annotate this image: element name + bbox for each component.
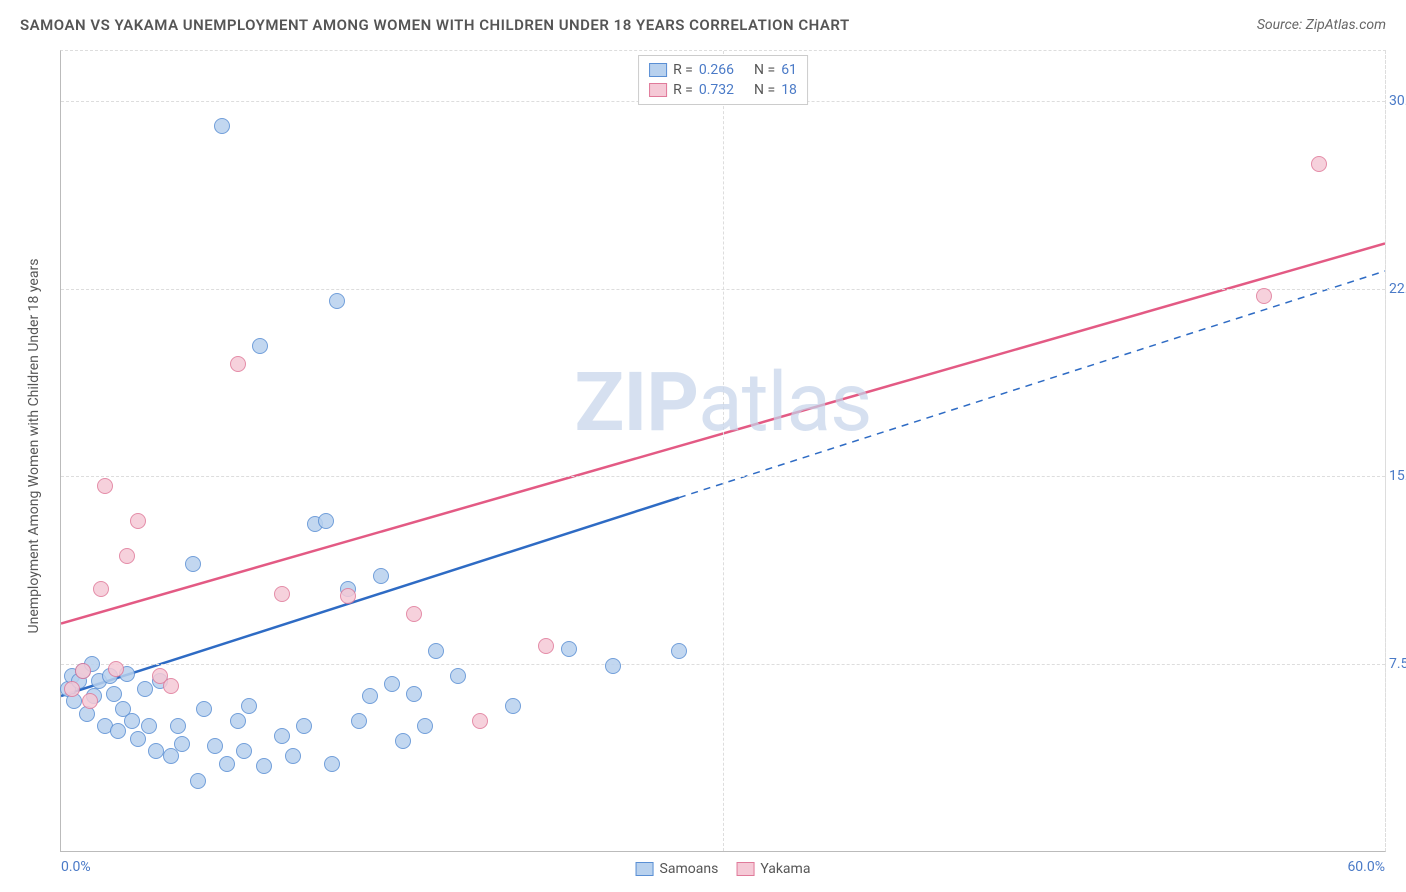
data-point — [472, 713, 488, 729]
data-point — [450, 668, 466, 684]
data-point — [417, 718, 433, 734]
series-label: Samoans — [660, 861, 719, 877]
data-point — [236, 743, 252, 759]
data-point — [174, 736, 190, 752]
data-point — [64, 681, 80, 697]
data-point — [196, 701, 212, 717]
data-point — [93, 581, 109, 597]
r-label: R = — [673, 62, 693, 78]
data-point — [505, 698, 521, 714]
data-point — [296, 718, 312, 734]
data-point — [351, 713, 367, 729]
data-point — [252, 338, 268, 354]
legend-swatch — [736, 862, 754, 876]
data-point — [163, 678, 179, 694]
data-point — [148, 743, 164, 759]
data-point — [329, 293, 345, 309]
data-point — [170, 718, 186, 734]
r-value: 0.732 — [699, 82, 734, 98]
gridline-vertical — [723, 51, 724, 851]
series-label: Yakama — [760, 861, 810, 877]
data-point — [340, 588, 356, 604]
gridline-vertical — [1385, 51, 1386, 851]
trend-line-solid — [61, 498, 679, 696]
y-tick-label: 7.5% — [1389, 656, 1406, 672]
y-axis-title: Unemployment Among Women with Children U… — [26, 259, 42, 634]
chart-source: Source: ZipAtlas.com — [1257, 17, 1386, 33]
data-point — [241, 698, 257, 714]
data-point — [106, 686, 122, 702]
data-point — [1256, 288, 1272, 304]
data-point — [141, 718, 157, 734]
data-point — [130, 513, 146, 529]
data-point — [119, 548, 135, 564]
n-value: 61 — [781, 62, 797, 78]
data-point — [428, 643, 444, 659]
stats-legend-row: R = 0.266 N = 61 — [649, 60, 797, 80]
data-point — [137, 681, 153, 697]
data-point — [406, 686, 422, 702]
legend-swatch — [649, 83, 667, 97]
chart-title: SAMOAN VS YAKAMA UNEMPLOYMENT AMONG WOME… — [20, 16, 850, 34]
data-point — [97, 478, 113, 494]
series-legend-item: Samoans — [636, 861, 719, 877]
data-point — [362, 688, 378, 704]
data-point — [318, 513, 334, 529]
stats-legend-row: R = 0.732 N = 18 — [649, 80, 797, 100]
y-tick-label: 30.0% — [1389, 93, 1406, 109]
data-point — [406, 606, 422, 622]
r-label: R = — [673, 82, 693, 98]
data-point — [538, 638, 554, 654]
data-point — [185, 556, 201, 572]
n-label: N = — [754, 62, 775, 78]
y-tick-label: 22.5% — [1389, 281, 1406, 297]
data-point — [130, 731, 146, 747]
data-point — [256, 758, 272, 774]
x-tick-label: 60.0% — [1347, 859, 1385, 875]
series-legend: Samoans Yakama — [636, 861, 811, 877]
legend-swatch — [636, 862, 654, 876]
data-point — [671, 643, 687, 659]
data-point — [108, 661, 124, 677]
chart-header: SAMOAN VS YAKAMA UNEMPLOYMENT AMONG WOME… — [20, 16, 1386, 34]
y-tick-label: 15.0% — [1389, 468, 1406, 484]
x-tick-label: 0.0% — [61, 859, 91, 875]
data-point — [82, 693, 98, 709]
trend-line-dashed — [679, 271, 1385, 498]
data-point — [219, 756, 235, 772]
data-point — [561, 641, 577, 657]
data-point — [274, 728, 290, 744]
data-point — [163, 748, 179, 764]
legend-swatch — [649, 63, 667, 77]
data-point — [230, 713, 246, 729]
data-point — [373, 568, 389, 584]
data-point — [75, 663, 91, 679]
data-point — [274, 586, 290, 602]
stats-legend: R = 0.266 N = 61 R = 0.732 N = 18 — [638, 55, 808, 105]
data-point — [190, 773, 206, 789]
chart-plot-area: ZIPatlas R =0.266N =61R =0.732N =18 Samo… — [60, 50, 1386, 852]
data-point — [214, 118, 230, 134]
data-point — [230, 356, 246, 372]
data-point — [605, 658, 621, 674]
data-point — [1311, 156, 1327, 172]
data-point — [124, 713, 140, 729]
n-label: N = — [754, 82, 775, 98]
data-point — [395, 733, 411, 749]
r-value: 0.266 — [699, 62, 734, 78]
data-point — [285, 748, 301, 764]
watermark-bold: ZIP — [575, 355, 699, 451]
data-point — [384, 676, 400, 692]
data-point — [207, 738, 223, 754]
watermark-rest: atlas — [698, 355, 871, 451]
n-value: 18 — [781, 82, 797, 98]
data-point — [324, 756, 340, 772]
series-legend-item: Yakama — [736, 861, 810, 877]
